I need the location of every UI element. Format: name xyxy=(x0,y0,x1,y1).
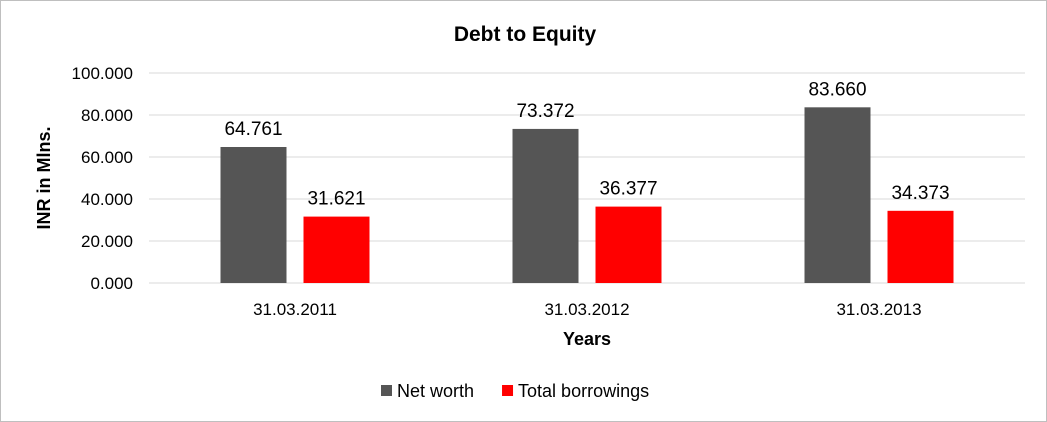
data-label: 64.761 xyxy=(224,119,282,140)
bar xyxy=(303,216,370,283)
y-axis-title: INR in Mlns. xyxy=(34,127,54,230)
chart-title: Debt to Equity xyxy=(454,23,597,46)
data-label: 73.372 xyxy=(516,101,574,122)
data-label: 36.377 xyxy=(599,179,657,200)
y-axis-ticks: 0.000 20.000 40.000 60.000 80.000 100.000 xyxy=(72,64,133,293)
bar xyxy=(512,128,579,283)
bar xyxy=(804,107,871,284)
legend: Net worth Total borrowings xyxy=(381,381,649,401)
x-tick-label: 31.03.2011 xyxy=(253,300,337,319)
legend-label: Net worth xyxy=(397,381,474,401)
gridlines xyxy=(149,72,1025,284)
bars xyxy=(220,107,954,284)
y-tick-label: 0.000 xyxy=(90,274,133,293)
data-label: 34.373 xyxy=(891,183,949,204)
x-axis-ticks: 31.03.2011 31.03.2012 31.03.2013 xyxy=(253,300,921,319)
data-label: 83.660 xyxy=(808,79,866,100)
y-tick-label: 100.000 xyxy=(72,64,133,83)
x-tick-label: 31.03.2013 xyxy=(836,300,921,319)
y-tick-label: 60.000 xyxy=(81,148,133,167)
x-tick-label: 31.03.2012 xyxy=(544,300,629,319)
bar xyxy=(595,206,662,283)
y-tick-label: 80.000 xyxy=(81,106,133,125)
legend-swatch xyxy=(381,385,392,396)
bar xyxy=(887,210,954,283)
y-tick-label: 40.000 xyxy=(81,190,133,209)
data-labels: 64.761 31.621 73.372 36.377 83.660 34.373 xyxy=(224,79,949,209)
x-axis-title: Years xyxy=(563,329,611,349)
legend-label: Total borrowings xyxy=(518,381,649,401)
data-label: 31.621 xyxy=(307,189,365,210)
y-tick-label: 20.000 xyxy=(81,232,133,251)
bar xyxy=(220,147,287,283)
legend-swatch xyxy=(502,385,514,396)
